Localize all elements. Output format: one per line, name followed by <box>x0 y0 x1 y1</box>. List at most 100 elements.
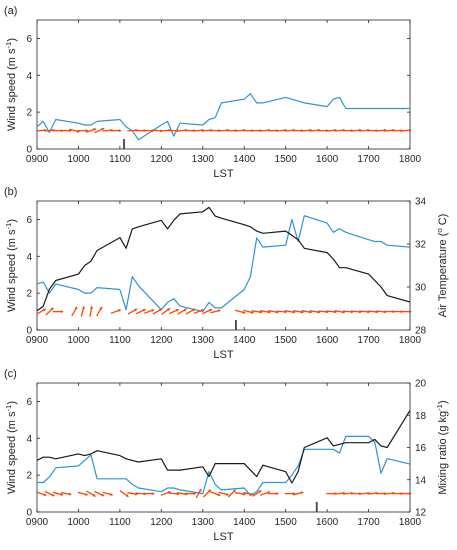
wind-vector <box>359 492 370 495</box>
wind-vector <box>127 492 138 496</box>
wind-vector-head <box>233 489 237 493</box>
wind-vector <box>52 491 63 496</box>
y-tick-label: 6 <box>26 397 32 408</box>
x-tick-label: 1300 <box>192 335 215 346</box>
wind-vector <box>152 308 162 315</box>
x-tick-label: 1500 <box>275 154 298 165</box>
x-tick-label: 1500 <box>275 335 298 346</box>
wind-vector <box>36 491 47 496</box>
wind-vector <box>44 490 55 497</box>
y-tick-label-right: 32 <box>415 240 427 251</box>
wind-vector <box>218 491 229 496</box>
y-tick-label: 2 <box>26 108 32 119</box>
y-tick-label: 4 <box>26 434 32 445</box>
x-tick-label: 1100 <box>109 154 131 165</box>
wind-vector <box>210 309 221 314</box>
wind-vector <box>195 488 202 499</box>
wind-vector <box>185 308 196 315</box>
x-tick-label: 0900 <box>26 154 49 165</box>
wind-vector <box>102 491 113 496</box>
y-tick-label: 6 <box>26 215 32 226</box>
wind-vector <box>235 492 246 496</box>
wind-vector-head <box>50 307 54 311</box>
wind-vector <box>36 129 47 132</box>
wind-vector-head <box>68 492 72 496</box>
wind-vector <box>60 492 72 496</box>
wind-vector <box>96 306 103 317</box>
x-tick-label: 1100 <box>109 335 131 346</box>
wind-vector-head <box>101 127 105 131</box>
wind-vector <box>94 127 104 134</box>
wind-vector <box>69 128 80 133</box>
axes-frame <box>36 382 411 513</box>
wind-vector <box>334 310 345 314</box>
wind-vector-head <box>151 309 155 312</box>
panel-label: (a) <box>4 5 17 17</box>
wind-vector-head <box>110 493 114 496</box>
y-axis-label-right: Mixing ratio (g kg-1) <box>435 400 449 494</box>
wind-vector-head <box>408 492 412 496</box>
wind-vector-head <box>167 308 171 311</box>
series-line-secondary <box>36 410 411 484</box>
x-tick-label: 1500 <box>275 517 298 528</box>
wind-vector <box>367 310 378 313</box>
wind-vector <box>36 308 46 315</box>
wind-vector <box>89 306 93 317</box>
wind-vector <box>161 308 170 315</box>
y-tick-label-right: 34 <box>415 197 427 208</box>
wind-vector-head <box>250 311 255 314</box>
y-tick-label: 0 <box>26 508 32 519</box>
x-tick-label: 1400 <box>233 335 256 346</box>
x-axis-label: LST <box>213 349 233 361</box>
wind-vector <box>160 491 171 496</box>
y-tick-label-right: 30 <box>415 283 427 294</box>
y-tick-label-right: 20 <box>415 379 427 390</box>
wind-vector-head <box>99 306 103 310</box>
wind-vector <box>85 128 96 133</box>
wind-vector <box>110 309 121 314</box>
wind-vector <box>375 129 387 132</box>
wind-vector <box>143 309 154 314</box>
x-tick-label: 1000 <box>67 154 90 165</box>
y-axis-label: Wind speed (m s-1) <box>4 38 18 131</box>
wind-vector <box>135 308 146 315</box>
wind-vector-head <box>125 494 129 497</box>
wind-vector <box>334 492 345 495</box>
wind-vector <box>177 308 187 315</box>
wind-vector-head <box>92 493 97 497</box>
wind-vector <box>301 129 312 132</box>
wind-vector-head <box>209 308 213 312</box>
series-line-wind-speed <box>36 215 411 313</box>
wind-vector-head <box>51 493 55 497</box>
y-tick-label: 2 <box>26 289 32 300</box>
wind-vector <box>202 489 211 498</box>
wind-vector-head <box>193 492 197 495</box>
wind-vector <box>86 490 96 497</box>
wind-vector <box>235 309 246 314</box>
wind-vector-head <box>276 492 280 495</box>
y-tick-label: 4 <box>26 252 32 263</box>
wind-vector-head <box>408 310 412 314</box>
wind-vector <box>276 310 287 313</box>
y-axis-label: Wind speed (m s-1) <box>4 401 18 494</box>
x-tick-label: 1300 <box>192 154 215 165</box>
wind-vector-head <box>309 310 313 314</box>
wind-vector-head <box>251 492 255 496</box>
wind-vector-head <box>267 310 271 314</box>
x-tick-label: 1300 <box>192 517 215 528</box>
series-line-wind-speed <box>36 93 410 141</box>
y-tick-label: 4 <box>26 71 32 82</box>
wind-vector <box>252 490 262 497</box>
wind-vector-head <box>85 493 89 496</box>
wind-vector-row <box>36 488 412 499</box>
wind-vector <box>80 306 85 317</box>
x-tick-label: 1100 <box>109 517 131 528</box>
wind-vector-head <box>134 308 138 312</box>
x-tick-label: 0900 <box>26 517 49 528</box>
x-tick-label: 1800 <box>399 517 422 528</box>
y-tick-label-right: 12 <box>415 508 427 519</box>
wind-vector-head <box>300 310 304 314</box>
wind-vector-head <box>259 310 263 314</box>
wind-vector <box>193 129 204 132</box>
y-tick-label: 2 <box>26 471 32 482</box>
